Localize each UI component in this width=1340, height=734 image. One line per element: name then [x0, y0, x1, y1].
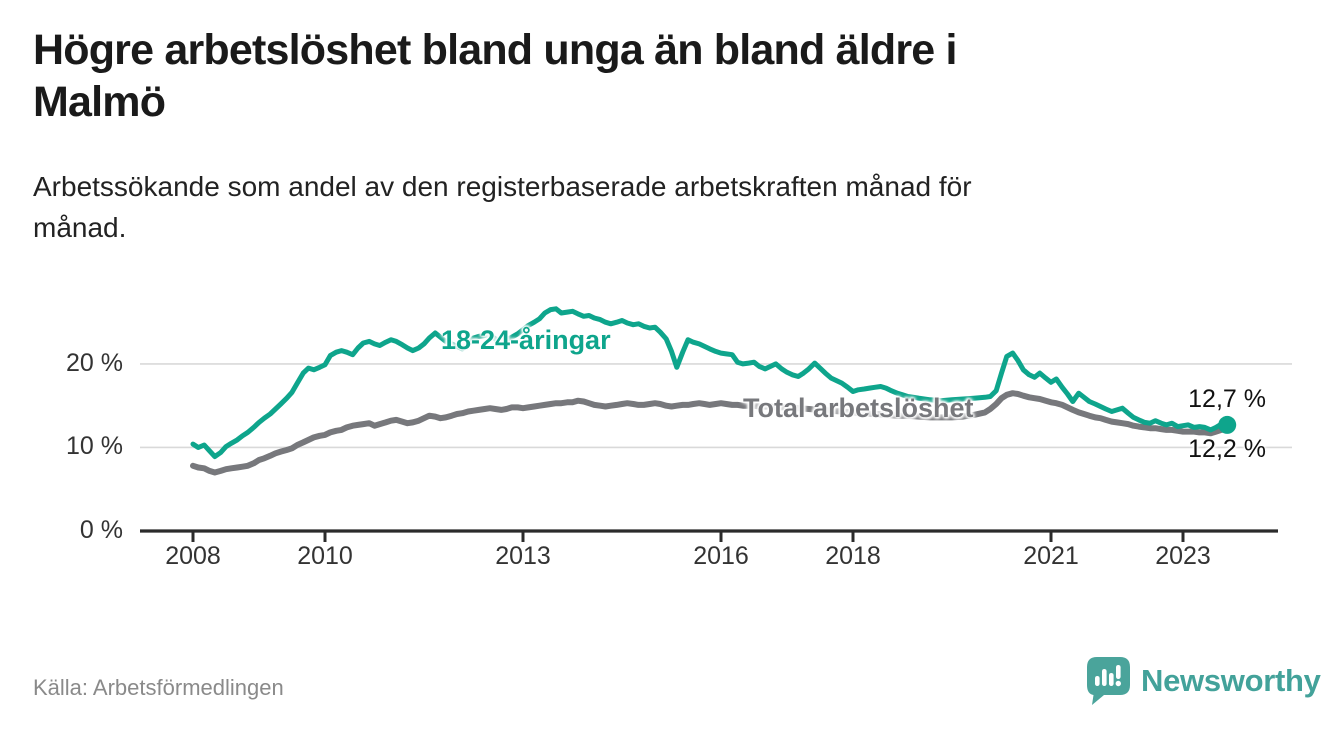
chart-subtitle: Arbetssökande som andel av den registerb…	[33, 166, 1283, 248]
brand-logo: Newsworthy	[1086, 656, 1321, 712]
x-tick-label-2013: 2013	[495, 542, 551, 570]
brand-name: Newsworthy	[1141, 663, 1321, 698]
subtitle-line-2: månad.	[33, 212, 127, 243]
x-tick-label-2010: 2010	[297, 542, 353, 570]
y-tick-label-10: 10 %	[66, 432, 123, 461]
end-dot	[1218, 415, 1237, 434]
gridlines	[140, 363, 1292, 449]
y-tick-label-0: 0 %	[79, 516, 123, 544]
x-tick-label-2021: 2021	[1023, 542, 1079, 570]
title-line-1: Högre arbetslöshet bland unga än bland ä…	[33, 26, 958, 74]
x-tick-label-2008: 2008	[165, 542, 221, 570]
x-tick-label-2016: 2016	[693, 542, 749, 570]
series-line-Total arbetslöshet	[190, 390, 1231, 476]
series-label-total: Total arbetslöshet	[743, 393, 974, 423]
x-axis	[140, 529, 1278, 542]
title-line-2: Malmö	[33, 78, 166, 126]
x-tick-label-2023: 2023	[1155, 542, 1211, 570]
speech-bubble-bar-chart-icon	[1087, 657, 1130, 705]
end-value-label-total: 12,2 %	[1188, 435, 1266, 463]
series-line-18-24-åringar	[190, 306, 1230, 460]
x-tick-label-2018: 2018	[825, 542, 881, 570]
series-end-dot	[1218, 415, 1237, 434]
source-note: Källa: Arbetsförmedlingen	[33, 675, 284, 700]
y-tick-label-20: 20 %	[66, 348, 123, 377]
series-lines	[190, 306, 1231, 476]
subtitle-line-1: Arbetssökande som andel av den registerb…	[33, 171, 972, 202]
page-title: Högre arbetslöshet bland unga än bland ä…	[33, 24, 1313, 128]
series-label-18-24: 18-24-åringar	[441, 325, 611, 355]
end-value-label-18-24: 12,7 %	[1188, 385, 1266, 413]
